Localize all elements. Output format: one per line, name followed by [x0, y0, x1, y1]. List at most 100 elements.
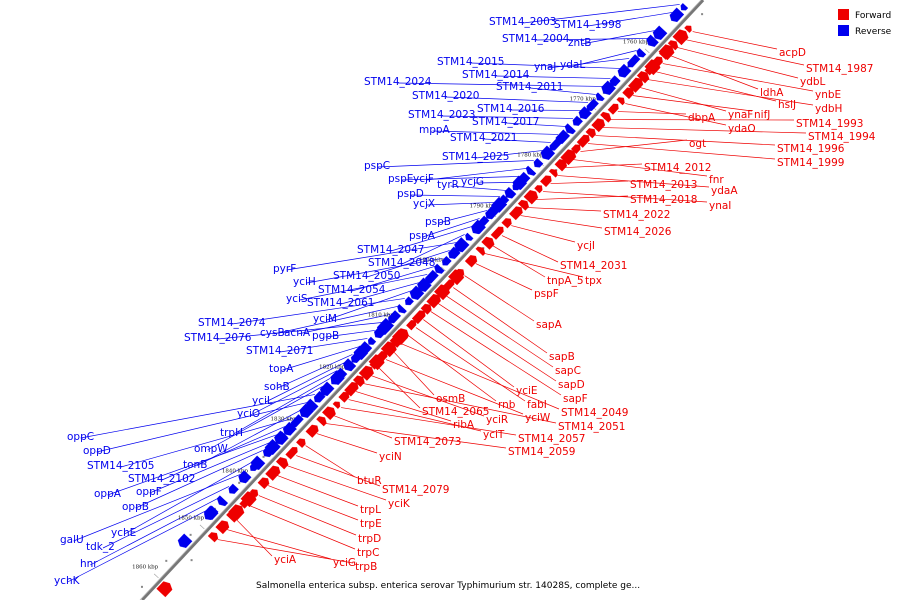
connector-galu	[73, 474, 241, 542]
gene-arrow-block-fwd-4	[434, 284, 451, 301]
gene-arrow-block-rev-3	[512, 175, 528, 190]
gene-arrow-block-rev-13	[203, 505, 219, 520]
kbp-tick-mark	[199, 524, 205, 530]
gene-label-pyrf: pyrF	[273, 263, 296, 275]
connector-stm14-2025	[475, 150, 544, 159]
gene-label-stm14-2023: STM14_2023	[408, 109, 475, 121]
gene-arrow-stm14-1994	[591, 118, 606, 133]
connector-ycjf	[426, 168, 527, 181]
marker-dot	[140, 585, 143, 588]
gene-arrow-stm14-2020	[586, 98, 599, 111]
kbp-tick-label: 1790 kbp	[470, 203, 497, 209]
gene-label-stm14-1994: STM14_1994	[808, 131, 876, 143]
connector-ycis	[299, 274, 428, 301]
gene-arrow-nifj	[622, 87, 634, 100]
gene-label-pgpb: pgpB	[312, 330, 339, 342]
connector-pspb	[438, 210, 488, 224]
gene-arrow-block-rev-11	[264, 440, 280, 455]
connector-stm14-2022	[528, 207, 602, 212]
connector-tonb	[196, 410, 301, 467]
gene-label-ycil: yciL	[252, 395, 273, 407]
gene-label-pspa: pspA	[409, 230, 436, 242]
gene-arrow-block-fwd-2	[644, 59, 661, 76]
genome-title: Salmonella enterica subsp. enterica sero…	[256, 581, 640, 591]
gene-arrow-stm14-2012	[554, 159, 568, 172]
kbp-tick-mark	[440, 266, 446, 272]
connector-stm14-1999	[587, 143, 776, 160]
gene-label-sohb: sohB	[264, 381, 290, 393]
gene-arrow-acna	[388, 310, 402, 324]
gene-arrow-stm14-2050	[448, 246, 461, 259]
gene-arrow-block-rev-2	[540, 145, 556, 160]
connector-sapa	[464, 275, 535, 322]
gene-label-sapa: sapA	[536, 319, 563, 331]
connector-stm14-2074	[231, 298, 405, 325]
connector-ycjg	[474, 182, 514, 184]
gene-arrow-block-rev-7	[353, 345, 369, 360]
kbp-tick-label: 1840 kbp	[222, 468, 249, 474]
gene-arrow-block-fwd-6	[380, 341, 397, 358]
connector-fabi	[415, 327, 526, 402]
gene-arrow-stm14-2013	[539, 175, 552, 188]
connector-stm14-2003	[522, 4, 680, 24]
connector-oppf	[149, 442, 271, 494]
connector-stm14-2079	[296, 455, 381, 487]
connector-sapd	[438, 303, 557, 382]
gene-label-stm14-2105: STM14_2105	[87, 460, 154, 472]
gene-arrow-trpe	[257, 477, 270, 490]
gene-arrow-ydbh	[636, 71, 650, 84]
gene-arrow-stm14-1996	[585, 128, 596, 139]
kbp-tick-label: 1860 kbp	[132, 564, 159, 570]
gene-arrow-stm14-2021	[549, 138, 562, 151]
gene-label-stm14-2017: STM14_2017	[472, 116, 539, 128]
connector-rnb	[408, 335, 497, 402]
connector-ldha	[670, 55, 759, 90]
gene-arrow-stm14-2015	[617, 63, 632, 78]
connector-riba	[355, 391, 452, 422]
connector-stm14-2011	[529, 87, 596, 95]
connector-stm14-2017	[505, 122, 566, 127]
gene-label-btur: btuR	[357, 475, 382, 487]
legend-swatch-forward	[838, 9, 849, 20]
gene-label-stm14-2071: STM14_2071	[246, 345, 313, 357]
connector-acna	[297, 314, 390, 335]
gene-label-stm14-1999: STM14_1999	[777, 157, 844, 169]
gene-arrow-pspb	[485, 206, 499, 220]
connector-stm14-1994	[602, 127, 807, 134]
gene-label-tpx: tpx	[585, 275, 602, 287]
connector-ycig	[226, 529, 332, 560]
connector-stm14-2071	[279, 338, 368, 353]
gene-label-ycih: yciH	[293, 276, 316, 288]
connector-lines	[67, 4, 814, 583]
gene-label-stm14-2020: STM14_2020	[412, 90, 479, 102]
gene-label-stm14-2014: STM14_2014	[462, 69, 530, 81]
connector-stm14-2105	[120, 418, 293, 468]
connector-ynai	[543, 191, 708, 203]
connector-stm14-2020	[445, 96, 589, 103]
gene-arrow-stm14-1993	[600, 111, 612, 123]
legend: Forward Reverse	[838, 9, 892, 37]
gene-label-trpb: trpB	[355, 561, 377, 573]
connector-yciw	[385, 359, 524, 415]
connector-pyrf	[286, 242, 458, 271]
gene-label-ycig: yciG	[333, 557, 356, 569]
gene-label-sapb: sapB	[549, 351, 575, 363]
gene-label-galu: galU	[60, 534, 84, 546]
gene-arrow-tyrr	[504, 186, 517, 199]
gene-label-ycio: yciO	[237, 408, 260, 420]
genome-backbone	[139, 0, 705, 600]
gene-label-acpd: acpD	[779, 47, 806, 59]
gene-label-acna: acnA	[284, 327, 311, 339]
gene-label-stm14-2031: STM14_2031	[560, 260, 627, 272]
gene-arrow-ycil	[343, 358, 357, 372]
connector-osmb	[393, 351, 435, 396]
connector-ycir	[370, 375, 485, 417]
gene-arrow-ycit	[338, 391, 350, 403]
gene-arrow-ycih	[442, 255, 452, 266]
connector-ycie	[423, 319, 515, 388]
connector-stm14-2059	[326, 423, 507, 449]
gene-label-rnb: rnb	[498, 399, 516, 411]
connector-ycim	[326, 290, 413, 321]
gene-arrow-block-fwd-7	[368, 354, 385, 371]
gene-arrow-stm14-2018	[523, 190, 539, 205]
